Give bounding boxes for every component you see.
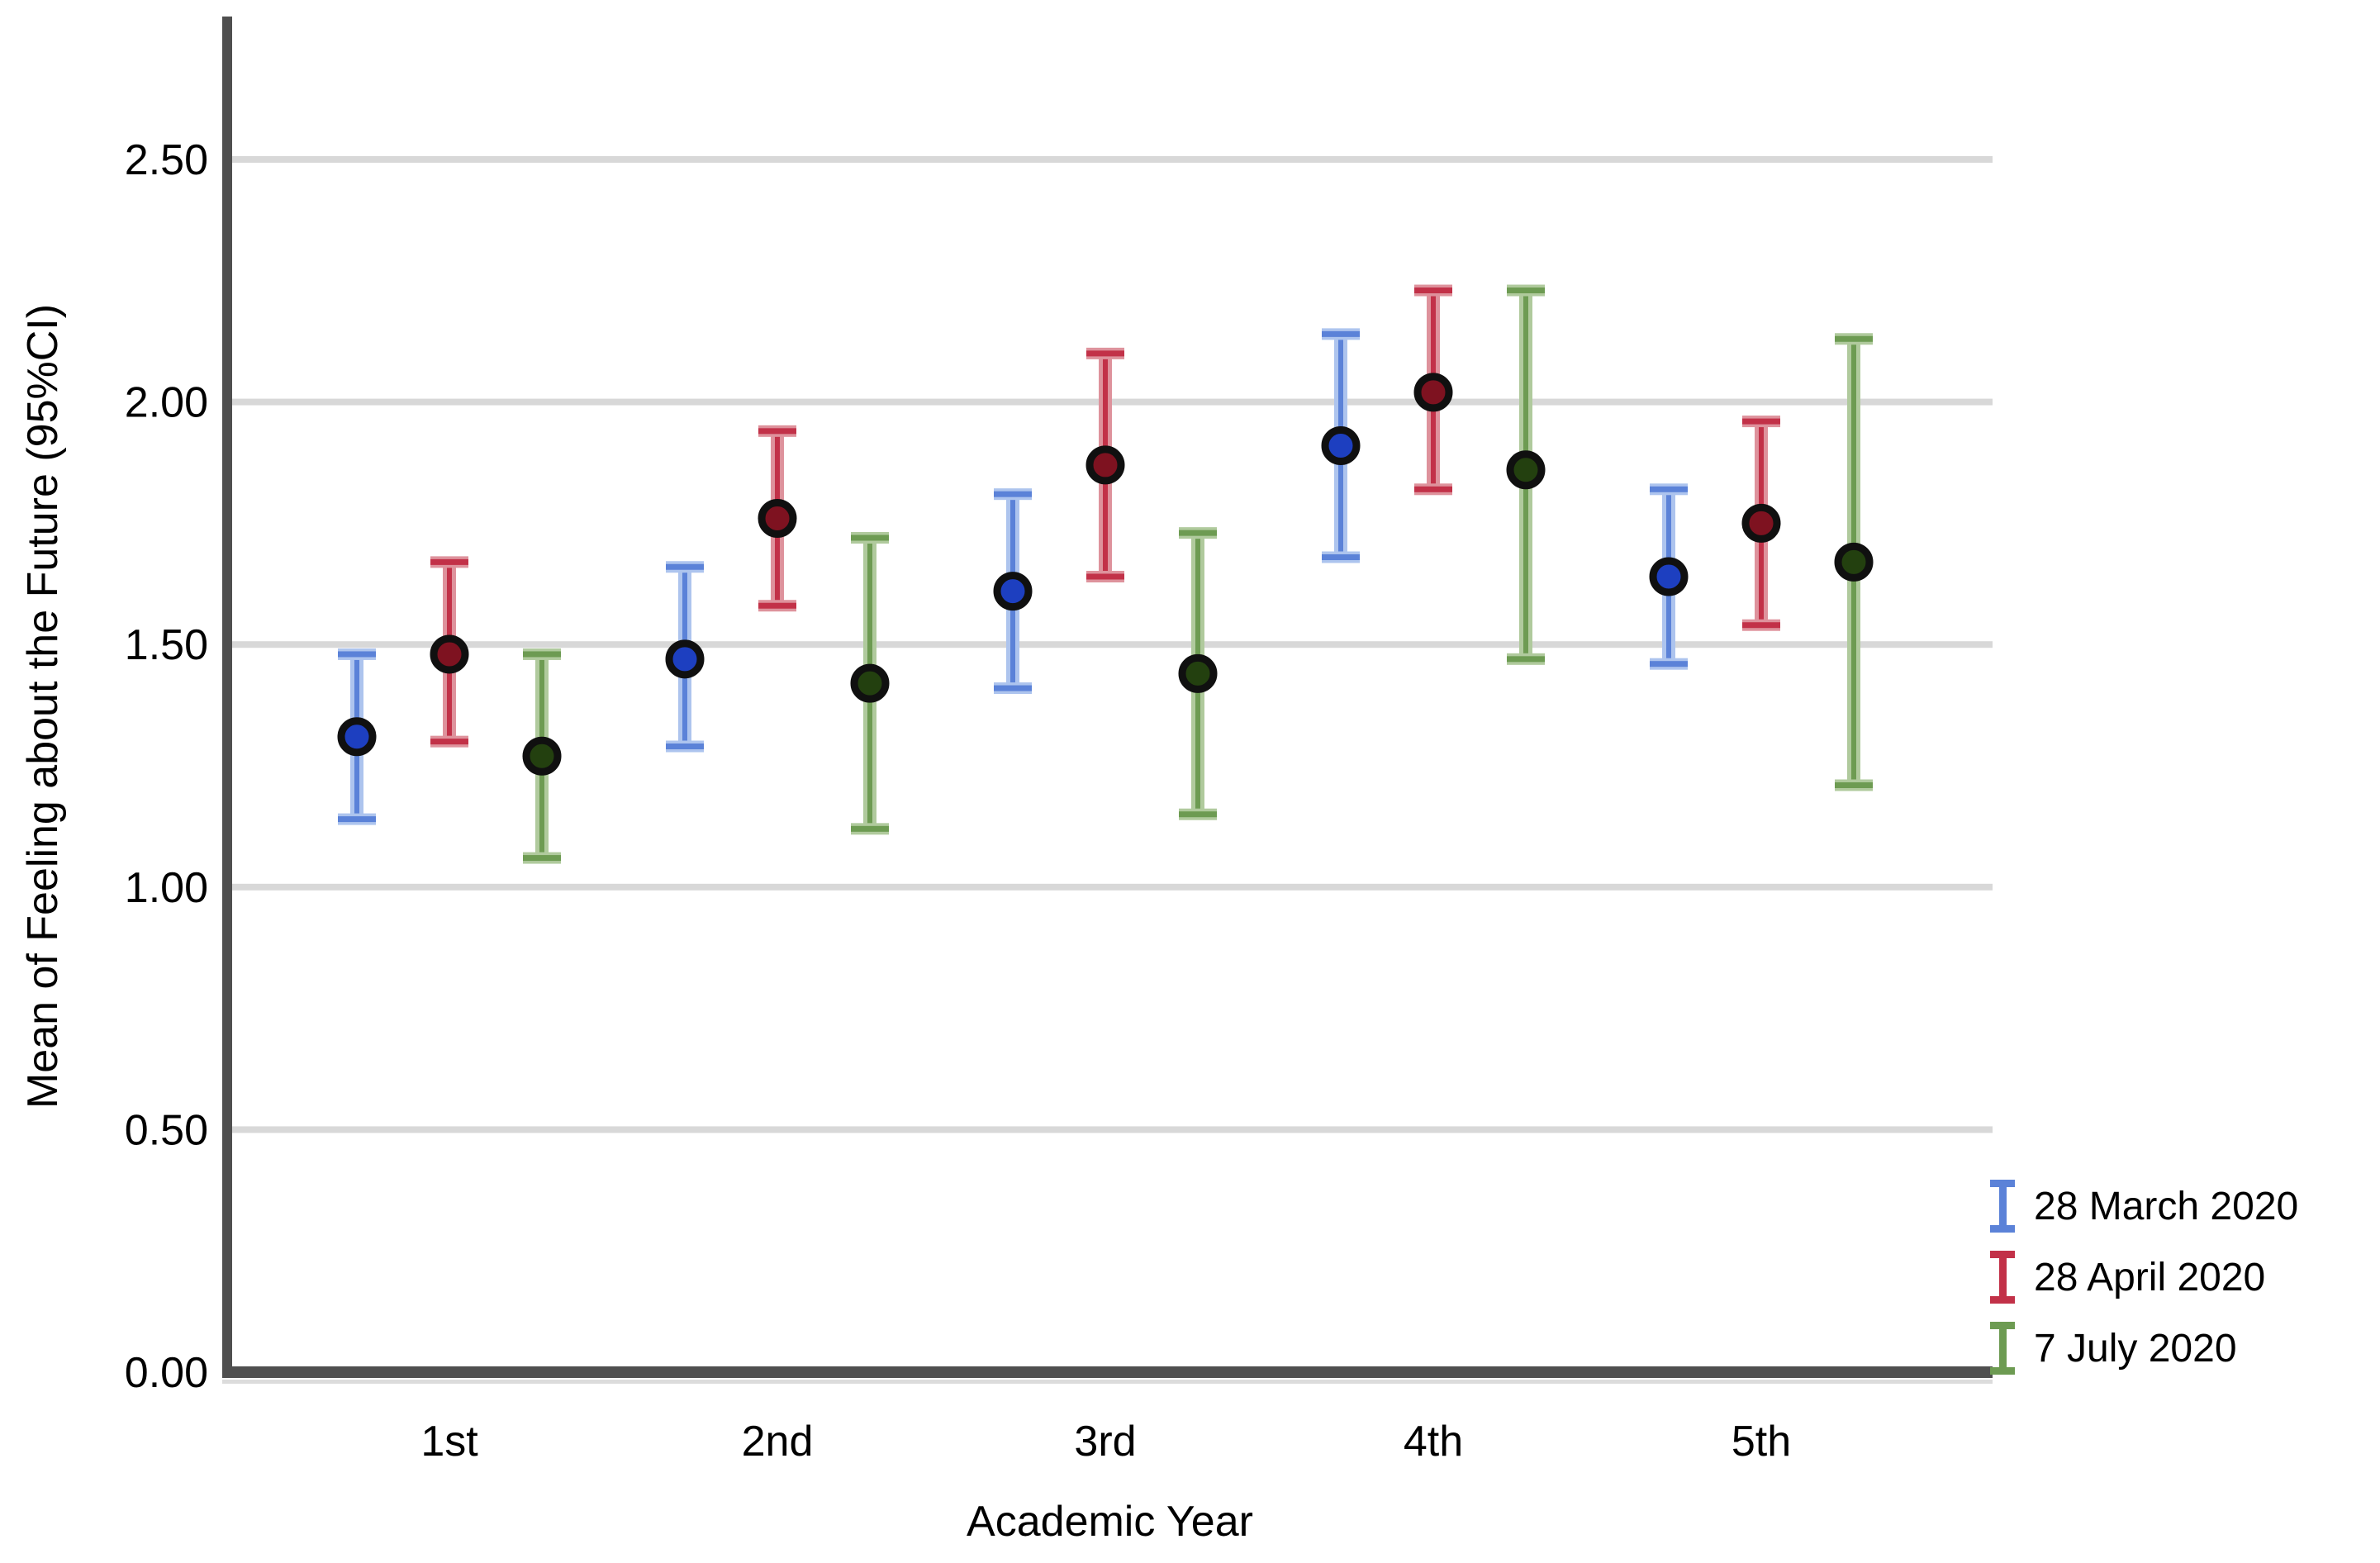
mean-marker — [850, 663, 890, 703]
ci-cap-upper — [758, 428, 796, 435]
mean-marker — [1321, 425, 1361, 465]
ci-cap-upper — [1507, 287, 1545, 294]
ci-cap-lower — [1322, 554, 1360, 561]
mean-marker — [1506, 450, 1546, 490]
y-tick-label: 0.00 — [125, 1349, 208, 1397]
gridline — [227, 156, 1993, 163]
y-tick-label: 2.00 — [125, 379, 208, 427]
mean-marker — [758, 499, 797, 539]
ci-cap-lower — [1835, 782, 1873, 788]
gridline — [227, 1126, 1993, 1133]
legend-label-march: 28 March 2020 — [2034, 1184, 2299, 1228]
x-tick-label: 5th — [1732, 1418, 1791, 1466]
x-axis-title: Academic Year — [967, 1498, 1253, 1546]
mean-marker — [1085, 445, 1125, 485]
x-tick-label: 2nd — [742, 1418, 814, 1466]
gridline — [227, 641, 1993, 648]
mean-marker — [665, 639, 705, 679]
x-tick-label: 1st — [420, 1418, 478, 1466]
ci-cap-upper — [430, 558, 468, 565]
ci-cap-upper — [1322, 330, 1360, 337]
ci-cap-upper — [1742, 418, 1780, 425]
y-tick-label: 0.50 — [125, 1106, 208, 1154]
x-axis-line — [222, 1366, 1993, 1378]
errorbar-icon-march — [1990, 1180, 2015, 1233]
mean-marker — [1741, 503, 1781, 543]
ci-cap-upper — [666, 563, 704, 570]
gridline — [227, 883, 1993, 891]
legend-item-april: 28 April 2020 — [1984, 1251, 2298, 1304]
mean-marker — [1178, 653, 1218, 693]
ci-cap-upper — [1179, 530, 1217, 536]
x-tick-label: 4th — [1404, 1418, 1463, 1466]
mean-marker — [1413, 373, 1453, 412]
ci-cap-lower — [338, 816, 376, 823]
x-axis-line-shadow — [222, 1380, 1993, 1384]
ci-cap-lower — [430, 739, 468, 745]
mean-marker — [337, 717, 377, 757]
mean-marker — [993, 572, 1033, 611]
ci-cap-lower — [1179, 811, 1217, 818]
ci-cap-lower — [758, 602, 796, 609]
ci-cap-lower — [1650, 661, 1688, 667]
y-tick-label: 1.00 — [125, 864, 208, 912]
legend-item-march: 28 March 2020 — [1984, 1180, 2298, 1233]
errorbar-icon-july — [1990, 1322, 2015, 1375]
y-axis-line — [222, 17, 232, 1378]
ci-cap-upper — [1414, 287, 1452, 294]
legend-item-july: 7 July 2020 — [1984, 1322, 2298, 1375]
ci-cap-lower — [666, 743, 704, 750]
ci-cap-upper — [851, 534, 889, 541]
legend: 28 March 2020 28 April 2020 7 July 2020 — [1984, 1180, 2298, 1375]
mean-marker — [430, 634, 469, 674]
legend-label-april: 28 April 2020 — [2034, 1255, 2266, 1299]
errorbar-icon-april — [1990, 1251, 2015, 1304]
mean-marker — [1649, 557, 1689, 596]
y-axis-title: Mean of Feeling about the Future (95%CI) — [19, 303, 67, 1109]
ci-cap-upper — [1086, 350, 1124, 357]
mean-marker — [1834, 542, 1874, 582]
legend-label-july: 7 July 2020 — [2034, 1326, 2237, 1371]
ci-cap-lower — [1414, 486, 1452, 492]
ci-cap-lower — [523, 855, 561, 862]
ci-cap-lower — [1086, 573, 1124, 580]
ci-cap-lower — [851, 825, 889, 832]
ci-cap-lower — [1507, 656, 1545, 663]
ci-cap-lower — [994, 685, 1032, 691]
ci-cap-lower — [1742, 622, 1780, 629]
ci-cap-upper — [1835, 335, 1873, 342]
mean-marker — [522, 736, 562, 776]
ci-cap-upper — [994, 491, 1032, 497]
ci-cap-upper — [523, 651, 561, 658]
ci-cap-upper — [338, 651, 376, 658]
y-tick-label: 2.50 — [125, 136, 208, 184]
x-tick-label: 3rd — [1074, 1418, 1136, 1466]
y-tick-label: 1.50 — [125, 621, 208, 669]
ci-cap-upper — [1650, 486, 1688, 492]
